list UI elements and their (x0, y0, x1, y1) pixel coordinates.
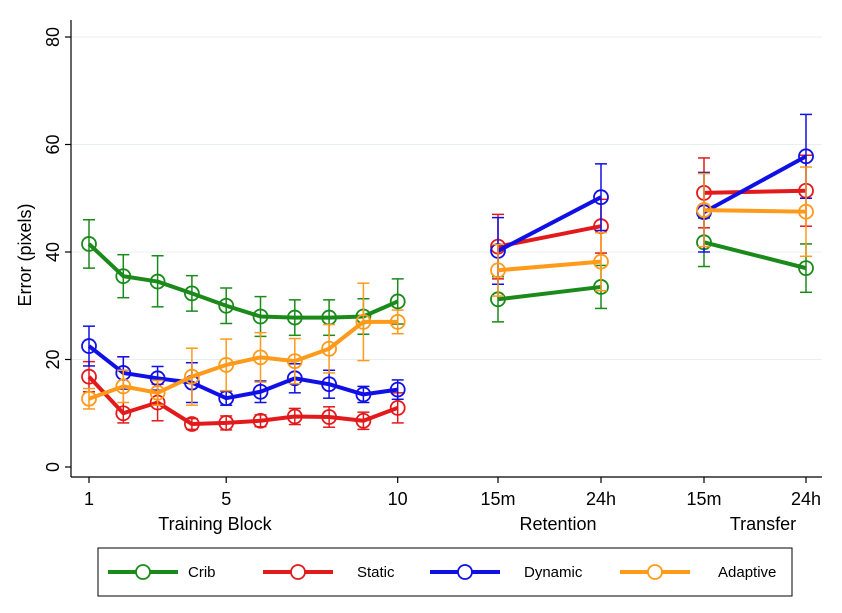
data-point (696, 202, 712, 218)
data-point (81, 338, 97, 354)
data-point (321, 409, 338, 425)
legend-swatch-marker (647, 564, 663, 580)
data-point (355, 412, 372, 429)
data-point (490, 262, 506, 279)
data-point (149, 273, 166, 290)
y-axis-label: Error (pixels) (15, 203, 35, 306)
legend-item-adaptive: Adaptive (620, 564, 776, 581)
legend-label: Adaptive (718, 564, 776, 581)
x-tick-label: 5 (221, 489, 231, 509)
data-point (389, 313, 406, 330)
data-point (286, 353, 303, 370)
series-crib (81, 217, 814, 338)
legend-item-dynamic: Dynamic (430, 564, 583, 581)
series-line (703, 240, 807, 271)
axes: Error (pixels) (15, 20, 822, 478)
legend: Crib Static Dynamic Adaptive (97, 547, 793, 597)
series-adaptive (81, 166, 814, 410)
series-layer (81, 113, 814, 432)
group-label: Retention (519, 514, 596, 534)
series-line (497, 195, 602, 253)
series-line (88, 319, 398, 401)
data-point (81, 390, 97, 407)
data-point (218, 356, 235, 373)
series-line (87, 375, 399, 426)
data-point (115, 378, 132, 395)
y-tick-label: 80 (43, 27, 63, 47)
legend-swatch-marker (457, 564, 473, 580)
legend-item-crib: Crib (108, 564, 216, 581)
x-tick-label: 24h (586, 489, 616, 509)
data-point (115, 405, 132, 422)
data-point (115, 268, 132, 285)
series-line (703, 188, 807, 195)
group-label: Training Block (158, 514, 272, 534)
data-point (355, 386, 372, 403)
legend-label: Dynamic (524, 564, 583, 581)
y-tick-label: 0 (43, 462, 63, 472)
legend-swatch-marker (290, 564, 306, 580)
data-point (593, 253, 609, 270)
data-point (183, 416, 200, 432)
group-labels: Training Block Retention Transfer (158, 514, 796, 534)
data-point (321, 376, 338, 393)
data-point (183, 285, 200, 302)
grid (71, 36, 822, 360)
group-label: Transfer (730, 514, 796, 534)
y-ticks: 0 20 40 60 80 (43, 27, 71, 472)
series-line (703, 154, 807, 214)
data-point (81, 368, 97, 385)
series-line (497, 284, 602, 302)
data-point (286, 309, 303, 326)
data-point (149, 384, 166, 401)
x-tick-label: 15m (686, 489, 721, 509)
y-tick-label: 40 (43, 242, 63, 262)
legend-label: Static (357, 564, 395, 581)
x-ticks: 1 5 10 15m 24h 15m 24h (84, 477, 821, 509)
x-tick-label: 10 (388, 489, 408, 509)
data-point (286, 408, 303, 425)
x-tick-label: 24h (791, 489, 821, 509)
series-line (87, 242, 399, 320)
data-point (593, 189, 609, 206)
series-line (703, 208, 807, 214)
series-line (87, 344, 398, 401)
data-point (81, 236, 97, 252)
data-point (798, 148, 814, 165)
x-tick-label: 1 (84, 489, 94, 509)
data-point (798, 203, 814, 220)
data-point (252, 308, 269, 325)
data-point (389, 293, 406, 310)
data-point (252, 349, 269, 366)
y-tick-label: 60 (43, 134, 63, 154)
data-point (252, 383, 269, 400)
data-point (389, 399, 406, 416)
series-dynamic (81, 113, 814, 407)
legend-item-static: Static (263, 564, 395, 581)
data-point (183, 368, 200, 385)
y-tick-label: 20 (43, 349, 63, 369)
legend-label: Crib (188, 564, 216, 581)
data-point (321, 340, 338, 357)
data-point (252, 412, 269, 429)
data-point (389, 381, 406, 398)
data-point (355, 313, 372, 330)
data-point (798, 260, 814, 277)
series-line (497, 259, 602, 273)
data-point (218, 297, 235, 314)
legend-swatch-marker (135, 564, 151, 580)
x-tick-label: 15m (480, 489, 515, 509)
data-point (218, 415, 235, 431)
